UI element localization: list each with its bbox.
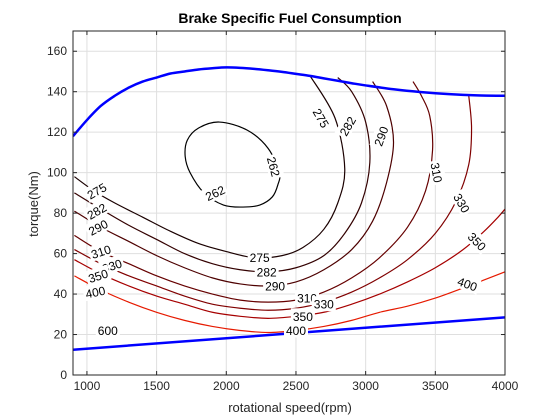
contour-label-290: 290 [369, 122, 392, 150]
contour-label-text: 275 [250, 251, 270, 265]
x-tick-label: 3500 [422, 379, 449, 393]
contour-label-text: 290 [265, 280, 285, 294]
contour-label-350: 350 [84, 264, 112, 287]
contour-label-halo [84, 264, 112, 287]
contour-label-text: 400 [455, 274, 479, 294]
y-tick-label: 160 [47, 44, 67, 58]
y-axis-label: torque(Nm) [26, 171, 41, 237]
contour-label-275: 275 [247, 249, 272, 265]
contour-label-halo [82, 198, 111, 224]
contour-label-halo [284, 322, 308, 338]
contour-label-350: 350 [290, 308, 315, 324]
contour-label-halo [87, 240, 115, 262]
contour-line-350 [74, 208, 505, 319]
max-torque-curve [73, 66, 505, 138]
contour-label-text: 310 [428, 162, 445, 184]
y-tick-label: 100 [47, 166, 67, 180]
contour-label-text: 600 [98, 324, 118, 338]
contour-label-halo [263, 152, 285, 181]
contour-label-600: 600 [95, 322, 120, 338]
x-tick-label: 2500 [283, 379, 310, 393]
contour-label-halo [311, 296, 336, 312]
y-tick-label: 40 [54, 287, 68, 301]
contour-label-282: 282 [254, 263, 279, 279]
y-tick-label: 140 [47, 85, 67, 99]
contour-label-text: 330 [314, 298, 334, 312]
contour-label-282: 282 [334, 111, 360, 140]
y-tick-label: 20 [54, 328, 68, 342]
x-tick-label: 1000 [74, 379, 101, 393]
contour-label-262: 262 [200, 180, 229, 205]
contour-label-330: 330 [311, 296, 336, 312]
contour-label-halo [95, 322, 120, 338]
torque-boundary-curves [73, 66, 505, 351]
contour-line-290 [74, 81, 395, 287]
x-tick-label: 4000 [492, 379, 519, 393]
contour-label-text: 350 [87, 266, 111, 286]
contour-label-halo [254, 263, 279, 279]
contour-label-halo [263, 278, 288, 293]
contour-label-halo [81, 281, 109, 302]
contour-label-halo [83, 214, 112, 240]
contour-label-400: 400 [81, 281, 109, 302]
contour-label-halo [427, 159, 447, 186]
contour-label-350: 350 [463, 227, 492, 255]
y-tick-label: 80 [54, 206, 68, 220]
contour-label-halo [82, 177, 111, 203]
contour-label-310: 310 [427, 159, 447, 186]
x-axis-label: rotational speed(rpm) [228, 400, 352, 415]
contour-label-400: 400 [284, 322, 308, 338]
y-tick-label: 0 [60, 368, 67, 382]
contour-label-text: 262 [264, 155, 283, 178]
contour-label-halo [369, 122, 392, 150]
contour-label-halo [463, 227, 492, 255]
contour-label-310: 310 [87, 240, 115, 262]
contour-label-halo [290, 308, 315, 324]
contour-label-290: 290 [263, 278, 288, 294]
axis-ticks: 1000 1500 2000 2500 3000 3500 4000 0 20 40 60 80 100… [47, 31, 519, 393]
contour-line-310 [74, 81, 434, 303]
contour-line-282 [74, 77, 371, 273]
contour-label-halo [453, 272, 482, 295]
contour-label-400: 400 [453, 272, 482, 295]
contour-label-halo [334, 111, 360, 140]
contour-line-275 [74, 75, 346, 259]
axes-box [72, 30, 506, 376]
contour-label-text: 400 [84, 283, 107, 301]
contour-label-halo [247, 249, 272, 265]
contour-label-text: 310 [89, 242, 113, 262]
contour-label-text: 282 [257, 265, 277, 279]
y-tick-label: 60 [54, 247, 68, 261]
contour-label-halo [200, 180, 229, 205]
x-tick-label: 3000 [352, 379, 379, 393]
contour-label-halo [449, 188, 475, 217]
contour-line-262 [184, 121, 281, 208]
chart-title: Brake Specific Fuel Consumption [178, 10, 401, 26]
contour-label-text: 350 [293, 310, 313, 324]
x-tick-label: 2000 [213, 379, 240, 393]
contour-label-text: 290 [371, 124, 391, 148]
contour-label-262: 262 [263, 152, 285, 181]
y-tick-label: 120 [47, 125, 67, 139]
x-tick-label: 1500 [143, 379, 170, 393]
contour-labels: 2622622752752752822822822902902903103103… [81, 103, 492, 338]
contour-label-halo [309, 103, 335, 132]
contour-label-text: 400 [286, 324, 306, 338]
